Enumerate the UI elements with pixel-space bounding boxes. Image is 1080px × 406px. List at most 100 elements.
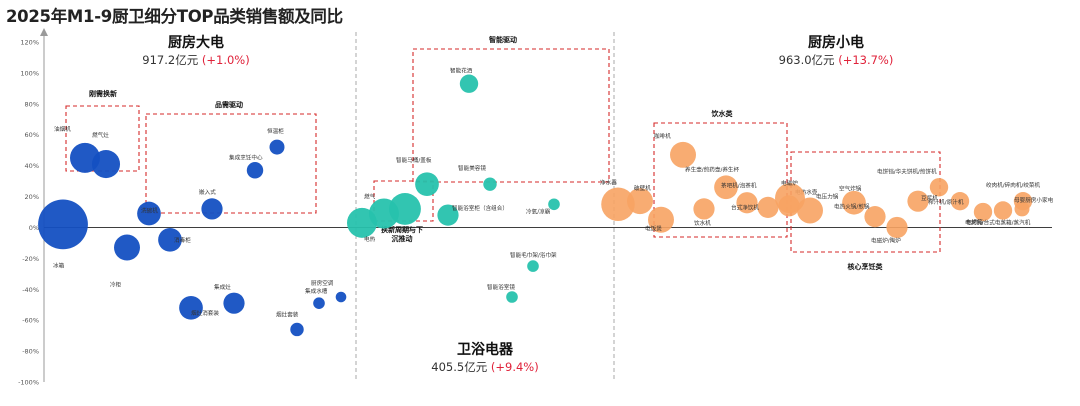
y-tick-label: 0% xyxy=(29,224,39,232)
segment-total-bath: 405.5亿元 (+9.4%) xyxy=(431,360,538,374)
y-tick-label: 100% xyxy=(20,69,39,77)
data-point xyxy=(1014,201,1030,217)
data-point-label: 电烤箱 xyxy=(966,218,983,226)
data-point xyxy=(648,206,674,233)
data-point-label: 榨汁机/原汁机 xyxy=(928,198,964,206)
data-point-label: 嵌入式 xyxy=(199,188,216,196)
y-tick-label: -40% xyxy=(22,286,39,294)
data-point xyxy=(335,291,347,303)
y-tick-label: -100% xyxy=(18,379,39,387)
data-point xyxy=(973,202,993,222)
group-label-g2: 品需驱动 xyxy=(215,100,243,109)
data-point-label: 智能美容镜 xyxy=(458,164,486,172)
data-point-label: 破壁机 xyxy=(634,184,651,192)
data-point-label: 冷柜 xyxy=(110,281,122,289)
data-point-label: 恒温柜 xyxy=(267,127,284,135)
data-point xyxy=(459,74,479,93)
data-point xyxy=(137,201,161,226)
group-label-g4: 换新周期与下 xyxy=(381,225,423,234)
y-tick-label: -60% xyxy=(22,317,39,325)
group-label-g5: 饮水类 xyxy=(711,109,734,118)
data-point xyxy=(201,198,223,220)
data-point-label: 智能花洒 xyxy=(450,67,473,75)
group-label-g3: 智能驱动 xyxy=(489,35,517,44)
group-label-g6: 核心烹饪类 xyxy=(848,262,884,271)
data-point xyxy=(437,204,459,226)
data-point-label: 烟灶套装 xyxy=(276,310,299,318)
data-point xyxy=(548,198,560,211)
data-point xyxy=(797,197,823,224)
y-tick-label: 20% xyxy=(25,193,39,201)
data-point-label: 油烟机 xyxy=(54,125,71,133)
data-point-label: 智能浴室柜（含组合） xyxy=(452,204,508,212)
group-box-g1 xyxy=(65,105,140,172)
data-point xyxy=(627,188,653,215)
data-point-label: 咖啡机 xyxy=(654,132,671,140)
data-point-label: 空气炸锅 xyxy=(839,185,862,193)
segment-name-large: 厨房大电 xyxy=(168,34,224,51)
data-point-label: 集成烹饪中心 xyxy=(229,153,263,161)
data-point xyxy=(601,187,635,222)
data-point-label: 集成水槽 xyxy=(305,287,328,295)
data-point-label: 电热水壶 xyxy=(795,188,818,196)
data-point-label: 智能浴室镜 xyxy=(487,283,515,291)
data-point-label: 茶吧机/泡茶机 xyxy=(721,182,757,190)
data-point-label: 燃气灶 xyxy=(92,131,109,139)
data-point xyxy=(91,150,121,179)
data-point-label: 消毒柜 xyxy=(174,236,191,244)
y-tick-label: -20% xyxy=(22,255,39,263)
y-tick-label: 80% xyxy=(25,100,39,108)
data-point-label: 燃热 xyxy=(400,225,412,233)
segment-name-bath: 卫浴电器 xyxy=(457,341,514,358)
data-point xyxy=(506,291,518,303)
data-point-label: 冰箱 xyxy=(53,261,65,269)
y-tick-label: 120% xyxy=(20,39,39,47)
group-box-g5 xyxy=(653,122,788,238)
data-point-label: 电压力锅 xyxy=(816,192,839,200)
data-point xyxy=(693,198,715,220)
data-point xyxy=(415,172,439,197)
segment-total-small: 963.0亿元 (+13.7%) xyxy=(779,53,894,67)
group-box-g3 xyxy=(412,48,610,183)
y-tick-label: -80% xyxy=(22,348,39,356)
data-point xyxy=(842,190,866,215)
data-point xyxy=(907,190,929,212)
data-point xyxy=(179,295,203,320)
data-point-label: 电饼铛/华夫饼机/煎饼机 xyxy=(877,167,937,175)
data-point-label: 养生壶/煎药壶/养生杯 xyxy=(685,165,740,173)
y-tick-label: 60% xyxy=(25,131,39,139)
data-point-label: 智能毛巾架/浴巾架 xyxy=(510,251,557,259)
data-point-label: 绞肉机/碎肉机/绞菜机 xyxy=(986,181,1041,189)
data-point xyxy=(38,199,88,250)
y-tick-label: 40% xyxy=(25,162,39,170)
data-point-label: 洗碗机 xyxy=(141,207,158,215)
data-point xyxy=(290,322,304,337)
segment-total-large: 917.2亿元 (+1.0%) xyxy=(142,53,249,67)
data-point xyxy=(389,192,421,225)
group-label-g4: 沉推动 xyxy=(392,234,413,243)
data-point xyxy=(313,297,325,309)
data-point xyxy=(670,141,696,168)
data-point-label: 电饭煲 xyxy=(645,225,662,233)
data-point-label: 电磁炉/陶炉 xyxy=(871,236,901,244)
data-point xyxy=(714,175,738,200)
data-point-label: 台式净饮机 xyxy=(731,203,759,211)
data-point-label: 电磁炉 xyxy=(781,179,798,187)
data-point-label: 电热 xyxy=(364,235,376,243)
data-point xyxy=(757,196,779,218)
segment-name-small: 厨房小电 xyxy=(808,34,864,51)
data-point-label: 饮水机 xyxy=(694,219,711,227)
data-point-label: 净水器 xyxy=(600,178,617,186)
data-point-label: 智能马桶/盖板 xyxy=(396,156,432,164)
data-point-label: 烟灶消套装 xyxy=(191,309,219,317)
data-point-label: 冷氧/凉霸 xyxy=(526,207,551,215)
data-point-label: 厨房空调 xyxy=(311,279,334,287)
data-point-label: 母婴厨房小家电 xyxy=(1014,196,1054,204)
data-point xyxy=(114,234,140,261)
data-point xyxy=(864,206,886,228)
data-point xyxy=(775,183,805,214)
group-box-g2 xyxy=(145,113,317,214)
data-point xyxy=(736,192,758,214)
